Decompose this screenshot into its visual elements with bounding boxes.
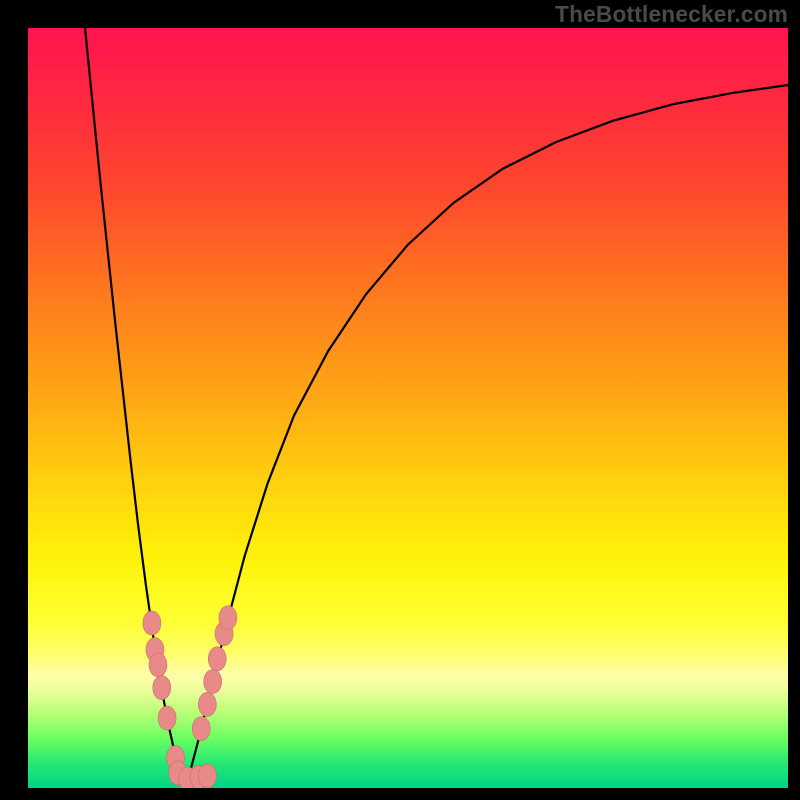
data-marker: [158, 706, 176, 730]
plot-area: [28, 28, 788, 788]
bottleneck-curve: [85, 28, 788, 784]
data-marker: [153, 676, 171, 700]
data-marker: [219, 606, 237, 630]
data-marker: [149, 653, 167, 677]
data-marker: [198, 692, 216, 716]
data-marker: [204, 670, 222, 694]
data-marker: [192, 717, 210, 741]
attribution-text: TheBottlenecker.com: [555, 0, 788, 28]
data-marker: [208, 647, 226, 671]
data-marker: [198, 764, 216, 788]
curve-layer: [28, 28, 788, 788]
chart-frame: TheBottlenecker.com: [0, 0, 800, 800]
data-marker: [143, 611, 161, 635]
